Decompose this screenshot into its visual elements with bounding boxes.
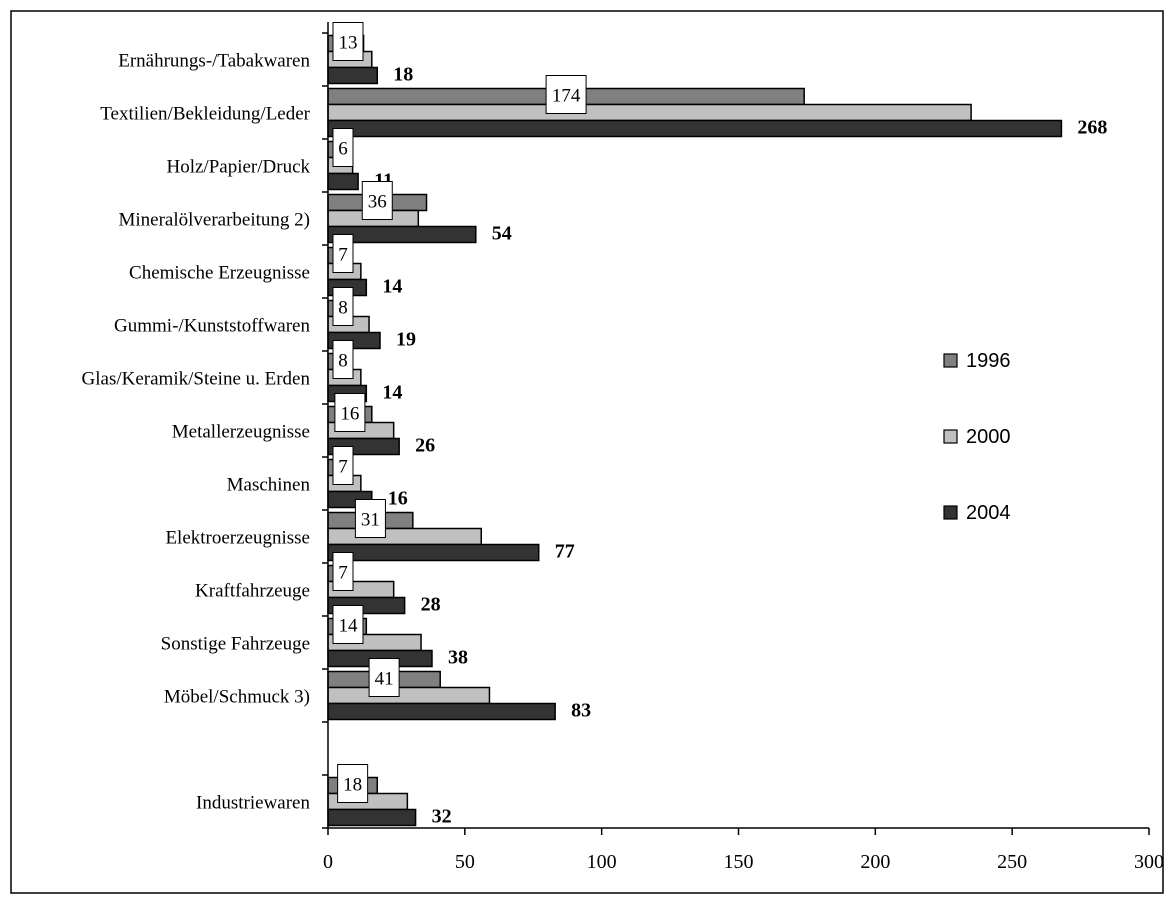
category-label: Maschinen	[227, 475, 311, 496]
category-label: Gummi-/Kunststoffwaren	[114, 316, 310, 337]
bar-2004	[327, 543, 540, 562]
data-label-1996: 6	[338, 139, 348, 160]
data-label-1996: 7	[338, 563, 348, 584]
category-label: Elektroerzeugnisse	[165, 528, 310, 549]
legend-label-2004: 2004	[966, 502, 1011, 524]
data-label-1996: 18	[343, 775, 362, 796]
data-label-box-1996	[332, 605, 364, 644]
x-tick-label: 100	[587, 851, 617, 873]
bar-2004	[327, 172, 359, 191]
category-label: Sonstige Fahrzeuge	[161, 634, 310, 655]
category-label: Kraftfahrzeuge	[195, 581, 310, 602]
data-label-box-1996	[368, 658, 400, 697]
data-label-1996: 174	[552, 86, 581, 107]
x-tick-label: 200	[860, 851, 890, 873]
category-label: Möbel/Schmuck 3)	[164, 687, 310, 708]
bar-2004	[327, 808, 417, 827]
category-label: Metallerzeugnisse	[172, 422, 310, 443]
category-label: Mineralölverarbeitung 2)	[118, 210, 310, 231]
data-label-1996: 41	[375, 669, 394, 690]
data-label-box-1996	[332, 287, 354, 326]
x-tick-label: 150	[724, 851, 754, 873]
data-label-2004: 32	[432, 806, 452, 828]
data-label-1996: 16	[340, 404, 359, 425]
data-label-2004: 26	[415, 435, 435, 457]
x-tick-label: 250	[997, 851, 1027, 873]
bar-2004	[327, 66, 379, 85]
bar-2000	[327, 103, 972, 122]
category-label: Industriewaren	[196, 793, 310, 814]
data-label-2004: 83	[571, 700, 591, 722]
chart-frame	[10, 10, 1164, 894]
data-label-box-1996	[361, 181, 393, 220]
data-label-2004: 16	[388, 488, 408, 510]
category-label: Ernährungs-/Tabakwaren	[118, 51, 310, 72]
data-label-2004: 18	[393, 64, 413, 86]
data-label-box-1996	[332, 446, 354, 485]
data-label-box-1996	[332, 340, 354, 379]
data-label-box-1996	[332, 552, 354, 591]
data-label-1996: 31	[361, 510, 380, 531]
x-tick-label: 300	[1134, 851, 1164, 873]
data-label-2004: 14	[382, 276, 402, 298]
data-label-box-1996	[354, 499, 386, 538]
data-label-2004: 28	[421, 594, 441, 616]
data-label-1996: 8	[338, 298, 348, 319]
bar-2004	[327, 119, 1063, 138]
data-label-1996: 7	[338, 457, 348, 478]
labels-layer: Ernährungs-/Tabakwaren 13 18 Textilien/Bekl…	[82, 22, 1107, 828]
data-label-2004: 38	[448, 647, 468, 669]
axes-layer: 0 50 100 150 200 250 300	[322, 22, 1164, 873]
data-label-box-1996	[337, 764, 369, 803]
data-label-1996: 14	[339, 616, 359, 637]
category-label: Glas/Keramik/Steine u. Erden	[82, 369, 311, 390]
data-label-box-1996	[332, 128, 354, 167]
category-label: Chemische Erzeugnisse	[129, 263, 310, 284]
legend-label-2000: 2000	[966, 426, 1011, 448]
data-label-2004: 19	[396, 329, 416, 351]
data-label-box-1996	[332, 22, 364, 61]
category-label: Textilien/Bekleidung/Leder	[100, 104, 310, 125]
data-label-2004: 77	[555, 541, 575, 563]
category-label: Holz/Papier/Druck	[166, 157, 310, 178]
data-label-1996: 36	[368, 192, 387, 213]
legend-swatch-2004	[943, 505, 958, 520]
data-label-1996: 7	[338, 245, 348, 266]
data-label-box-1996	[332, 234, 354, 273]
data-label-box-1996	[545, 75, 587, 114]
data-label-box-1996	[334, 393, 366, 432]
legend: 1996 2000 2004	[943, 350, 1011, 524]
legend-swatch-1996	[943, 353, 958, 368]
x-tick-label: 50	[455, 851, 475, 873]
data-label-1996: 13	[339, 33, 358, 54]
data-label-2004: 268	[1077, 117, 1107, 139]
data-label-2004: 14	[382, 382, 402, 404]
bar-2004	[327, 702, 556, 721]
data-label-1996: 8	[338, 351, 348, 372]
bars-layer	[327, 34, 1063, 827]
bar-2000	[327, 527, 483, 546]
data-label-2004: 54	[492, 223, 512, 245]
bar-2000	[327, 686, 491, 705]
legend-swatch-2000	[943, 429, 958, 444]
x-tick-label: 0	[323, 851, 333, 873]
legend-label-1996: 1996	[966, 350, 1011, 372]
